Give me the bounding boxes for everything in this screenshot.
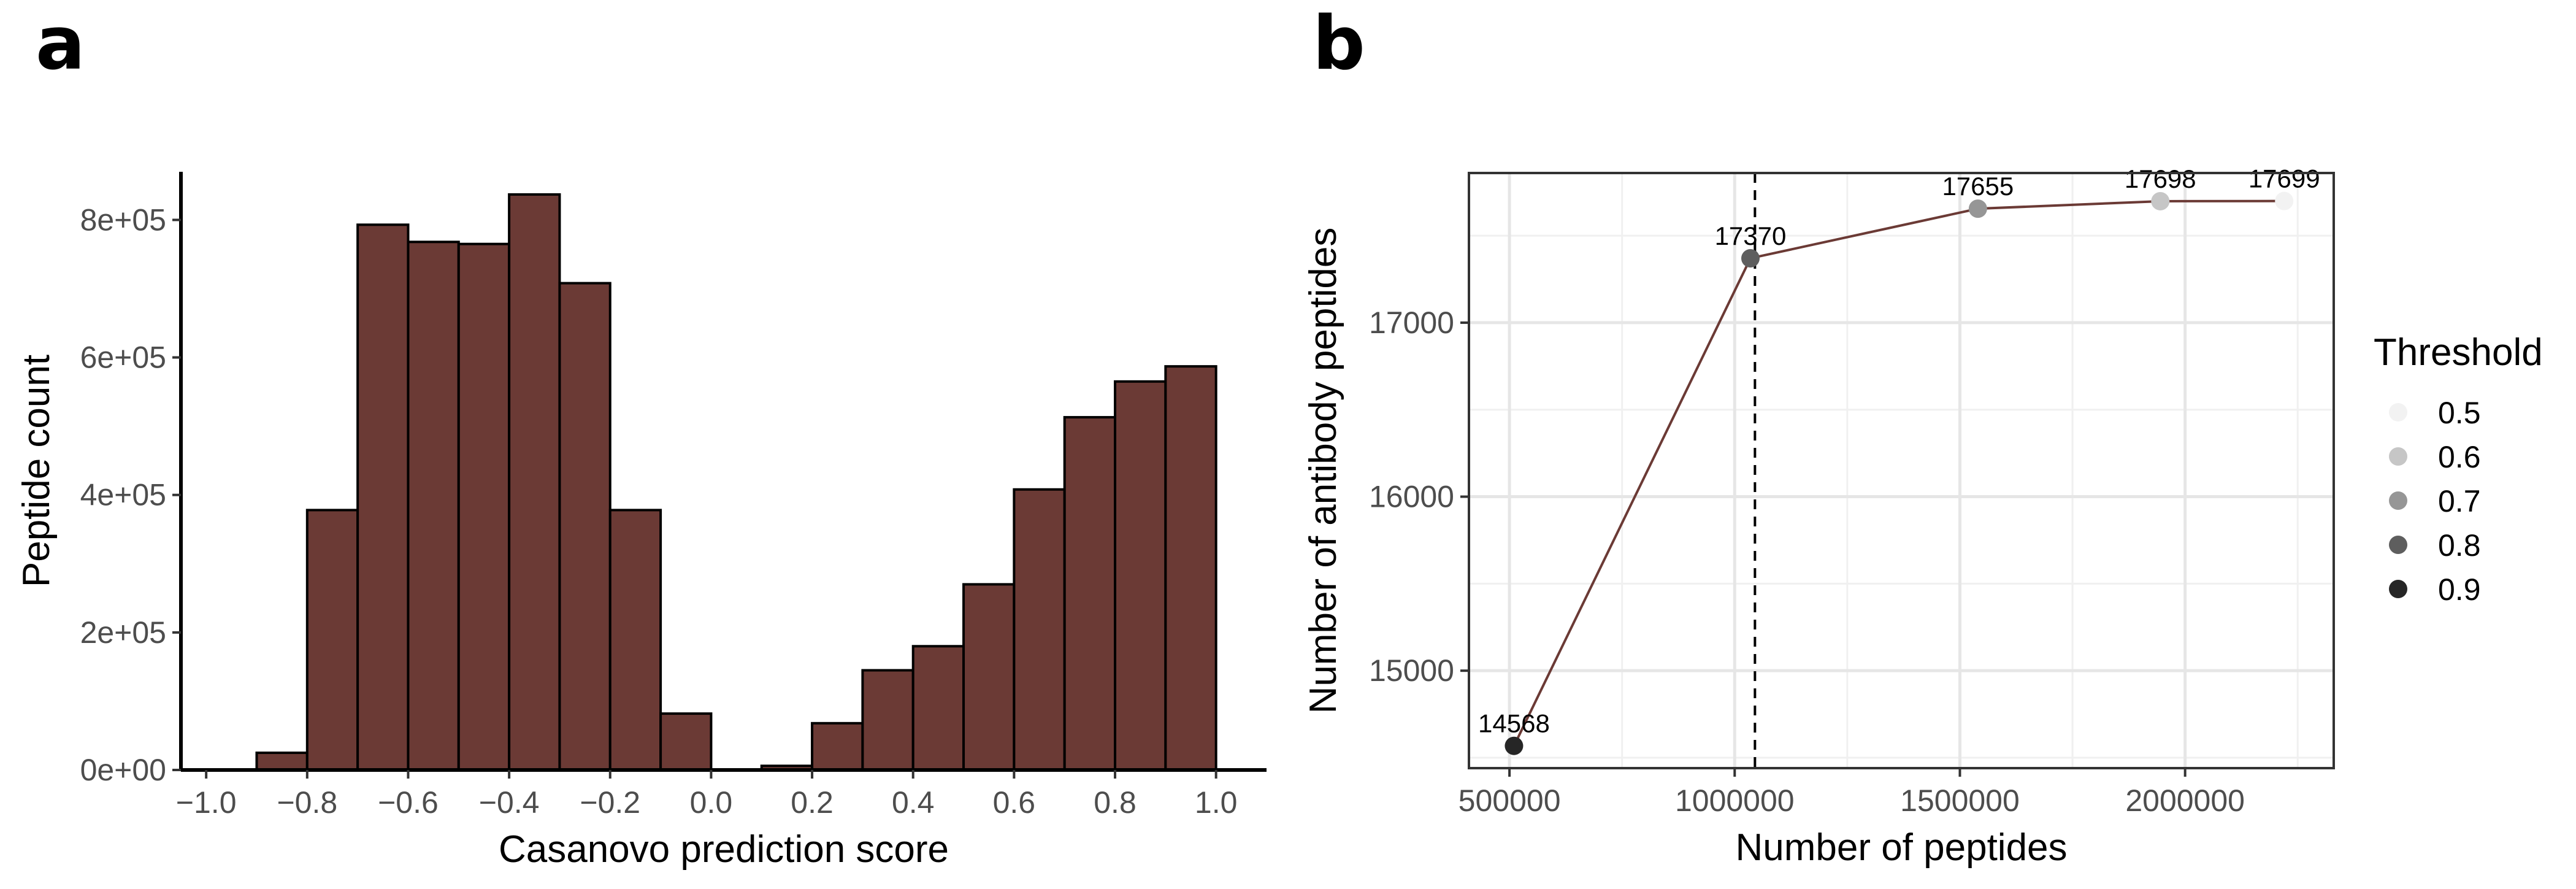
legend-label: 0.6 <box>2438 440 2481 474</box>
x-tick-label: 2000000 <box>2125 783 2245 818</box>
histogram-bar <box>255 751 309 772</box>
y-axis-title: Peptide count <box>15 355 58 587</box>
x-tick-label: −1.0 <box>176 785 237 820</box>
x-tick-label: −0.8 <box>277 785 337 820</box>
panel-letter-b: b <box>1313 1 1365 87</box>
x-axis-title: Casanovo prediction score <box>499 828 949 871</box>
legend-label: 0.5 <box>2438 396 2481 430</box>
x-tick-label: 1.0 <box>1195 785 1238 820</box>
x-tick-label: −0.2 <box>580 785 640 820</box>
panel-letter-a: a <box>36 1 85 87</box>
x-tick-label: 0.2 <box>791 785 834 820</box>
x-tick-label: −0.6 <box>378 785 439 820</box>
line-chart-panel: 14568 17370 17655 17698 17699 15000 16000 17000… <box>1302 164 2543 869</box>
histogram-bar <box>659 712 713 771</box>
histogram-bar <box>811 722 864 771</box>
data-point <box>1968 199 1987 218</box>
legend: Threshold 0.5 0.6 0.7 0.8 0.9 <box>2374 331 2543 607</box>
data-point-label: 17698 <box>2125 164 2196 193</box>
x-axis-title: Number of peptides <box>1735 826 2067 869</box>
data-point-label: 17699 <box>2248 164 2320 193</box>
x-tick-label: 500000 <box>1459 783 1561 818</box>
legend-label: 0.8 <box>2438 528 2481 563</box>
legend-swatch <box>2389 447 2407 466</box>
histogram-bar <box>407 241 460 771</box>
legend-label: 0.7 <box>2438 484 2481 518</box>
histogram-bar <box>911 645 965 772</box>
histogram-bar <box>508 193 561 771</box>
x-tick-label: 0.4 <box>892 785 935 820</box>
x-tick-label: 0.8 <box>1094 785 1137 820</box>
plot-background <box>1469 173 2334 768</box>
y-tick-label: 2e+05 <box>80 615 166 650</box>
y-tick-label: 4e+05 <box>80 478 166 512</box>
data-point-label: 14568 <box>1478 709 1550 738</box>
x-tick-label: 0.0 <box>690 785 733 820</box>
legend-swatch <box>2389 580 2407 598</box>
data-point-label: 17655 <box>1942 172 2014 201</box>
x-tick-label: −0.4 <box>479 785 540 820</box>
histogram-panel: 0e+00 2e+05 4e+05 6e+05 8e+05 −1.0 −0.8 −0.6 −0.… <box>15 172 1267 871</box>
data-point <box>1505 736 1524 755</box>
y-tick-label: 15000 <box>1369 653 1454 688</box>
legend-swatch <box>2389 536 2407 554</box>
y-tick-label: 6e+05 <box>80 341 166 375</box>
y-tick-label: 16000 <box>1369 480 1454 514</box>
legend-swatch <box>2389 491 2407 510</box>
data-point <box>2151 191 2170 210</box>
histogram-bar <box>305 509 359 772</box>
data-point <box>1741 248 1760 267</box>
x-tick-label: 0.6 <box>993 785 1036 820</box>
y-tick-label: 8e+05 <box>80 202 166 237</box>
data-point <box>2275 191 2294 210</box>
plot-border <box>1468 172 2335 769</box>
histogram-bar <box>962 583 1016 772</box>
x-tick-label: 1000000 <box>1675 783 1795 818</box>
histogram-bar <box>558 282 611 772</box>
legend-title: Threshold <box>2374 331 2543 374</box>
histogram-bar <box>457 242 511 771</box>
histogram-bar <box>861 669 914 771</box>
histogram-bar <box>1164 365 1217 771</box>
legend-swatch <box>2389 403 2407 421</box>
histogram-bar <box>1114 380 1167 771</box>
x-tick-label: 1500000 <box>1900 783 2020 818</box>
y-tick-label: 17000 <box>1369 306 1454 340</box>
histogram-bar <box>1013 488 1066 771</box>
histogram-bar <box>356 223 410 771</box>
legend-label: 0.9 <box>2438 572 2481 607</box>
y-axis-title: Number of antibody peptides <box>1302 228 1344 714</box>
histogram-bar <box>608 509 662 772</box>
data-point-label: 17370 <box>1715 221 1787 250</box>
histogram-bar <box>1063 416 1117 771</box>
y-tick-label: 0e+00 <box>80 753 166 787</box>
